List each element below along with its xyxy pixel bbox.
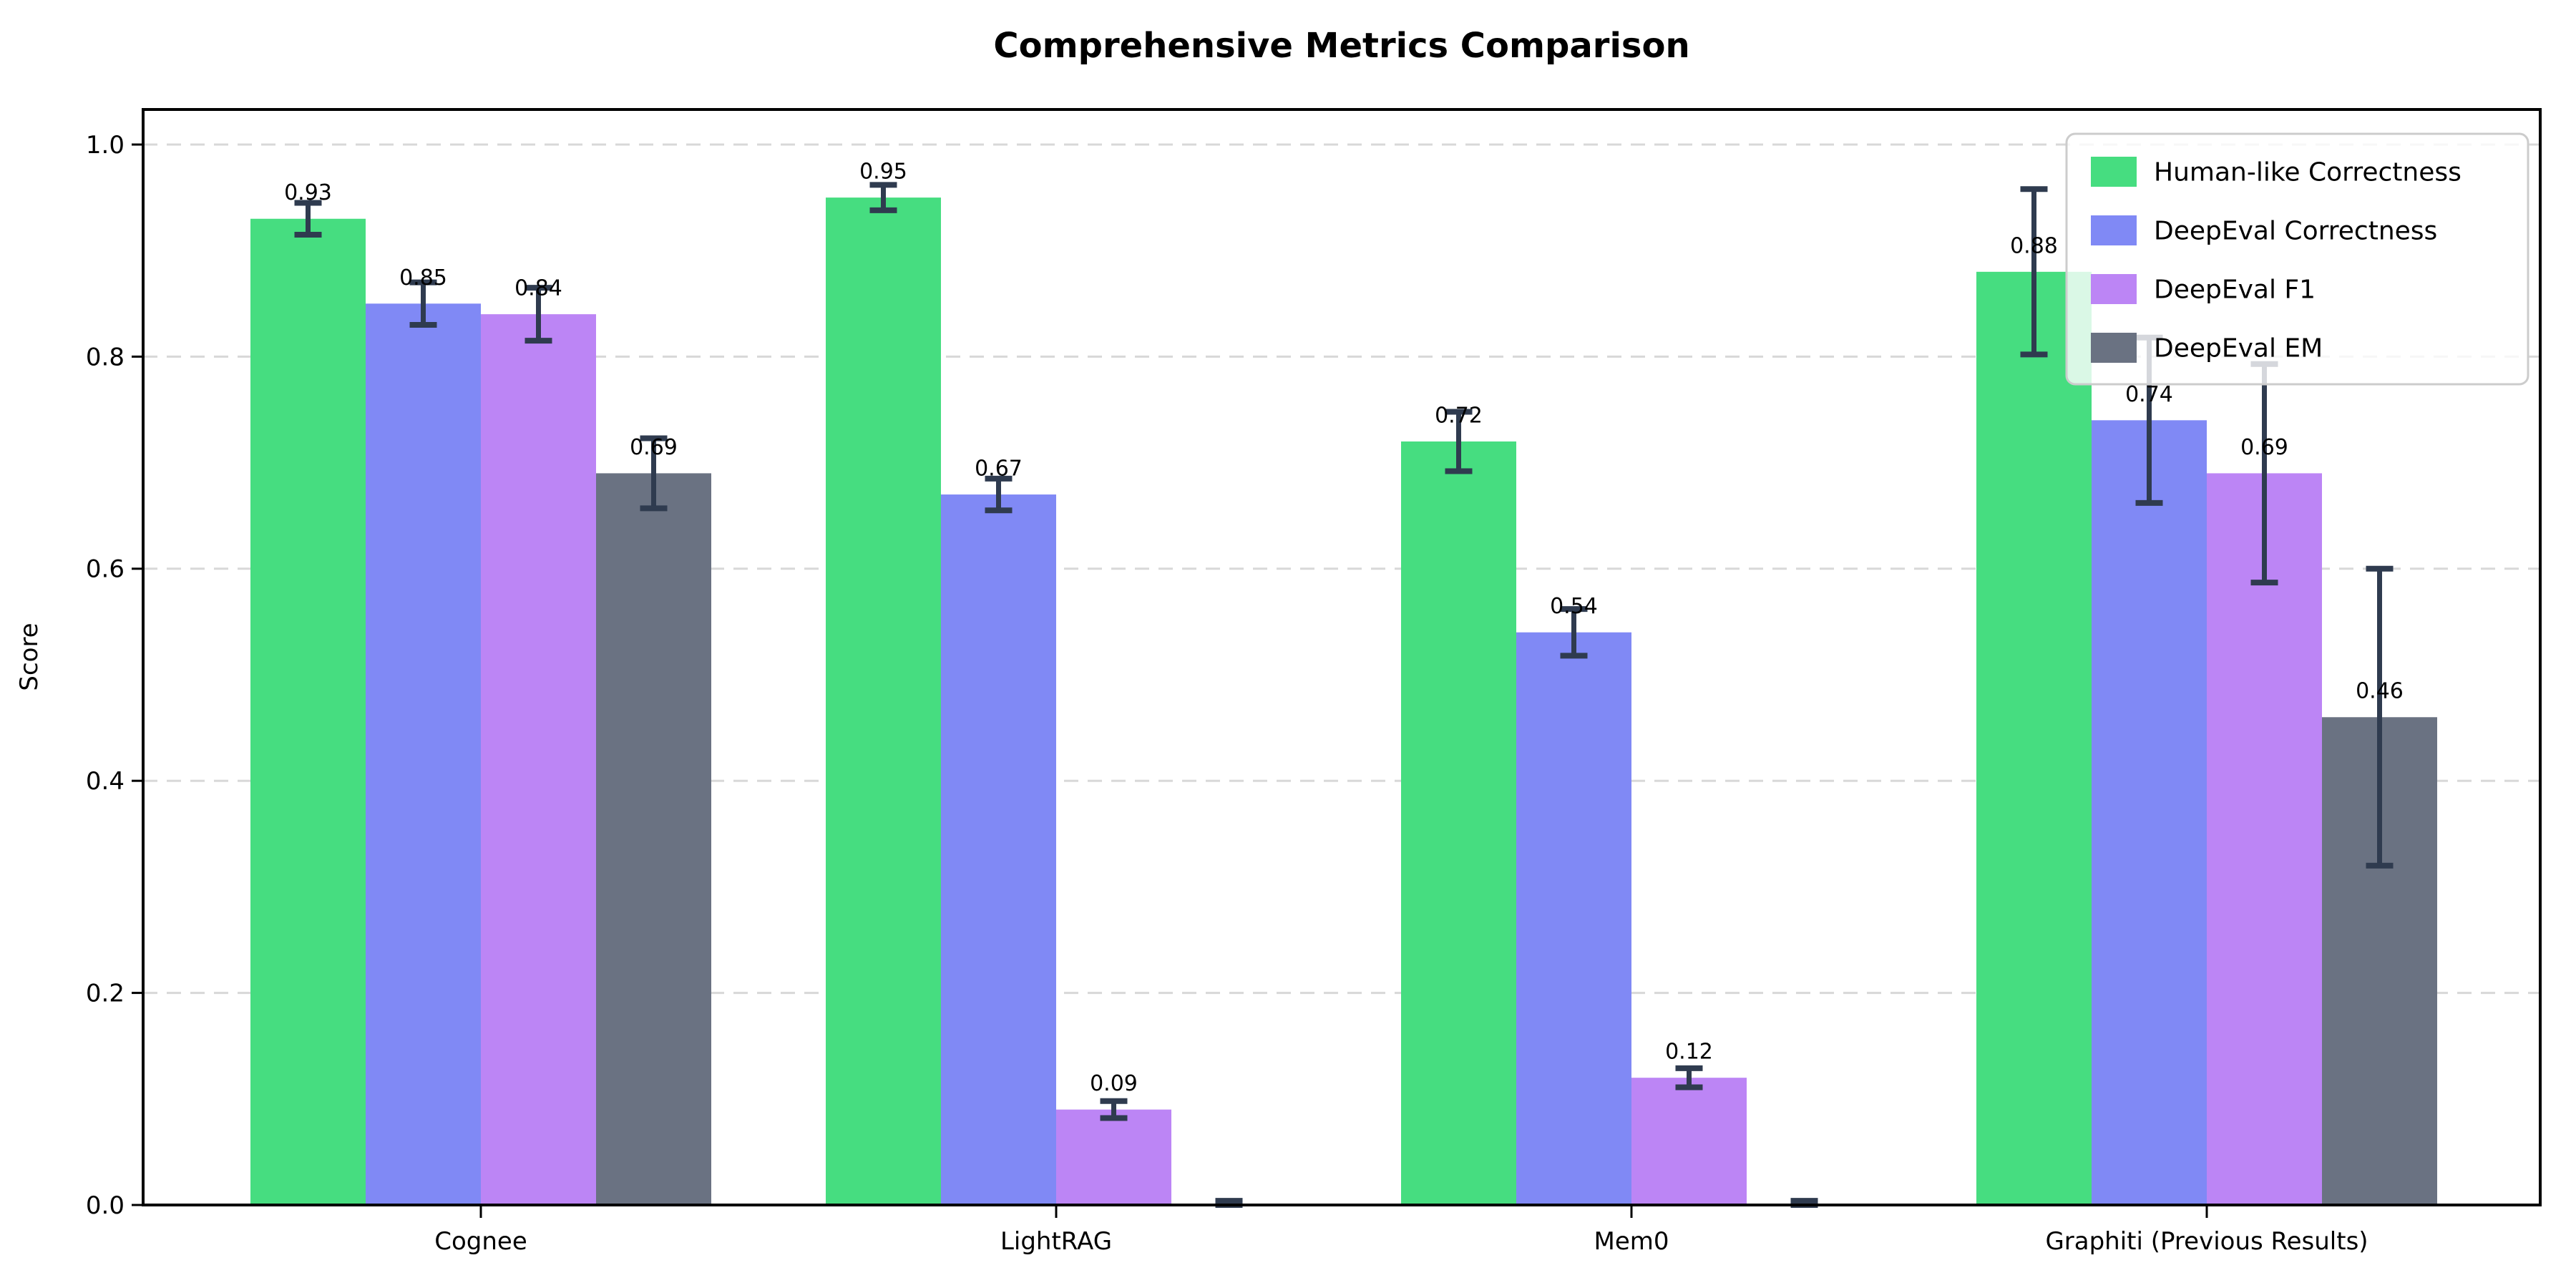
- y-tick-label: 0.6: [86, 555, 125, 584]
- bar-deepeval-f1-3: [2207, 473, 2322, 1205]
- x-tick-label: Mem0: [1594, 1227, 1669, 1256]
- bar-value-label: 0.12: [1665, 1040, 1713, 1065]
- legend-box: [2065, 132, 2529, 386]
- legend-swatch-deepeval-f1: [2091, 274, 2137, 304]
- bar-value-label: 0.09: [1090, 1071, 1138, 1096]
- x-tick-label: Cognee: [434, 1227, 527, 1256]
- bar-deepeval-em-0: [596, 473, 711, 1205]
- legend-swatch-human-like-correctness: [2091, 157, 2137, 187]
- y-tick-label: 0.2: [86, 980, 125, 1008]
- bar-deepeval-correctness-3: [2092, 420, 2207, 1205]
- bar-human-like-correctness-1: [826, 197, 941, 1206]
- x-tick-label: Graphiti (Previous Results): [2045, 1227, 2368, 1256]
- bar-value-label: 0.67: [975, 457, 1023, 482]
- y-tick-label: 0.0: [86, 1191, 125, 1220]
- bar-deepeval-correctness-0: [366, 303, 481, 1205]
- chart-title: Comprehensive Metrics Comparison: [993, 26, 1689, 66]
- bar-value-label: 0.95: [859, 160, 907, 185]
- legend-swatch-deepeval-em: [2091, 333, 2137, 363]
- bar-value-label: 0.54: [1550, 594, 1598, 619]
- bar-value-label: 0.74: [2125, 382, 2173, 407]
- legend-swatch-deepeval-correctness: [2091, 215, 2137, 245]
- bar-value-label: 0.69: [630, 435, 678, 460]
- bar-deepeval-f1-1: [1056, 1109, 1171, 1205]
- legend-label: DeepEval F1: [2154, 275, 2316, 305]
- y-tick-label: 0.4: [86, 767, 125, 796]
- y-axis-label: Score: [15, 623, 44, 691]
- bar-human-like-correctness-3: [1976, 271, 2092, 1206]
- bar-deepeval-correctness-2: [1516, 632, 1631, 1205]
- bar-human-like-correctness-0: [250, 218, 366, 1205]
- bar-deepeval-f1-0: [481, 314, 596, 1205]
- bar-value-label: 0.46: [2356, 679, 2404, 704]
- bar-value-label: 0.85: [399, 265, 447, 291]
- legend-label: Human-like Correctness: [2154, 158, 2462, 187]
- bar-value-label: 0.69: [2240, 435, 2288, 460]
- y-tick-label: 1.0: [86, 131, 125, 160]
- x-tick-label: LightRAG: [1000, 1227, 1112, 1256]
- bar-value-label: 0.84: [514, 276, 562, 301]
- axes-spines: [142, 108, 2542, 1206]
- bar-value-label: 0.93: [284, 180, 332, 205]
- bar-deepeval-f1-2: [1631, 1078, 1747, 1205]
- y-tick-label: 0.8: [86, 343, 125, 371]
- legend-label: DeepEval EM: [2154, 334, 2323, 364]
- bar-human-like-correctness-2: [1401, 441, 1516, 1206]
- value-labels-layer: 0.93 0.85 0.84 0.69 0.95 0.67 0.09 0.72 0.54 0.12…: [284, 160, 2404, 1097]
- bar-value-label: 0.72: [1435, 403, 1483, 428]
- bar-value-label: 0.88: [2010, 233, 2058, 258]
- bars-layer: [250, 197, 2437, 1206]
- legend-layer: Human-like Correctness DeepEval Correctne…: [2065, 132, 2529, 386]
- legend-label: DeepEval Correctness: [2154, 217, 2437, 246]
- axes-layer: 0.0 0.2 0.4 0.6 0.8 1.0 Cognee LightRAG Mem0 Grap…: [86, 108, 2542, 1256]
- bar-deepeval-correctness-1: [941, 494, 1056, 1205]
